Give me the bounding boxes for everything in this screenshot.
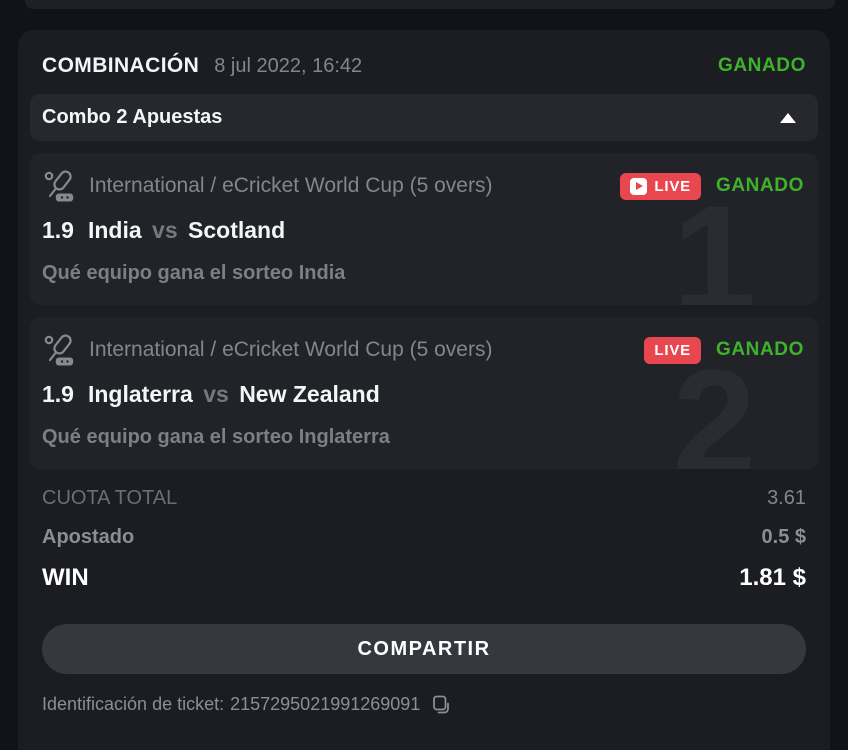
copy-icon[interactable] [430,694,451,715]
combo-collapse-row[interactable]: Combo 2 Apuestas [30,94,818,141]
bet-status-badge: GANADO [715,339,804,360]
ticket-id-label: Identificación de ticket: [42,694,225,714]
total-odds-label: CUOTA TOTAL [42,487,178,509]
ticket-id-row: Identificación de ticket: 21572950219912… [42,694,806,715]
live-label: LIVE [654,177,691,195]
ticket-id-value: 2157295021991269091 [230,694,421,714]
bet-index-watermark: 1 [672,174,756,305]
totals-section: CUOTA TOTAL 3.61 Apostado 0.5 $ WIN 1.81… [18,487,830,592]
ecricket-sport-icon [44,334,74,366]
league-label: International / eCricket World Cup (5 ov… [89,338,493,361]
bet-card-2: 2 International / eCricket World Cup (5 … [30,317,818,469]
combo-label: Combo 2 Apuestas [42,106,223,128]
home-team: Inglaterra [87,381,193,407]
vs-label: vs [203,381,229,407]
total-odds-row: CUOTA TOTAL 3.61 [42,487,806,510]
league-label: International / eCricket World Cup (5 ov… [89,174,493,197]
market-label: Qué equipo gana el sorteo Inglaterra [42,426,390,448]
vs-label: vs [152,217,178,243]
bet-ticket-card: COMBINACIÓN 8 jul 2022, 16:42 GANADO Com… [18,30,830,750]
ticket-type-label: COMBINACIÓN [42,54,200,77]
live-label: LIVE [654,341,691,359]
previous-card-edge [25,0,835,9]
win-label: WIN [42,564,89,591]
ecricket-sport-icon [44,170,74,202]
matchup-line: 1.9 India vs Scotland [42,217,804,244]
ticket-status-badge: GANADO [717,55,806,76]
play-icon [630,177,648,195]
matchup-line: 1.9 Inglaterra vs New Zealand [42,381,804,408]
live-badge: LIVE [644,336,701,364]
ticket-date: 8 jul 2022, 16:42 [214,54,363,77]
market-label: Qué equipo gana el sorteo India [42,262,346,284]
ticket-header: COMBINACIÓN 8 jul 2022, 16:42 GANADO [18,30,830,94]
odds-value: 1.9 [42,381,74,407]
away-team: Scotland [188,217,286,243]
collapse-triangle-icon [780,112,796,123]
stake-row: Apostado 0.5 $ [42,526,806,549]
live-badge: LIVE [620,172,701,200]
away-team: New Zealand [239,381,380,407]
win-value: 1.81 $ [739,564,806,591]
bet-status-badge: GANADO [715,175,804,196]
bet-index-watermark: 2 [672,338,756,469]
win-row: WIN 1.81 $ [42,564,806,592]
total-odds-value: 3.61 [767,487,806,509]
stake-label: Apostado [42,526,135,548]
share-button[interactable]: COMPARTIR [42,624,806,674]
odds-value: 1.9 [42,217,74,243]
home-team: India [87,217,142,243]
bet-card-1: 1 International / eCricket World Cup (5 … [30,153,818,305]
stake-value: 0.5 $ [761,526,806,548]
